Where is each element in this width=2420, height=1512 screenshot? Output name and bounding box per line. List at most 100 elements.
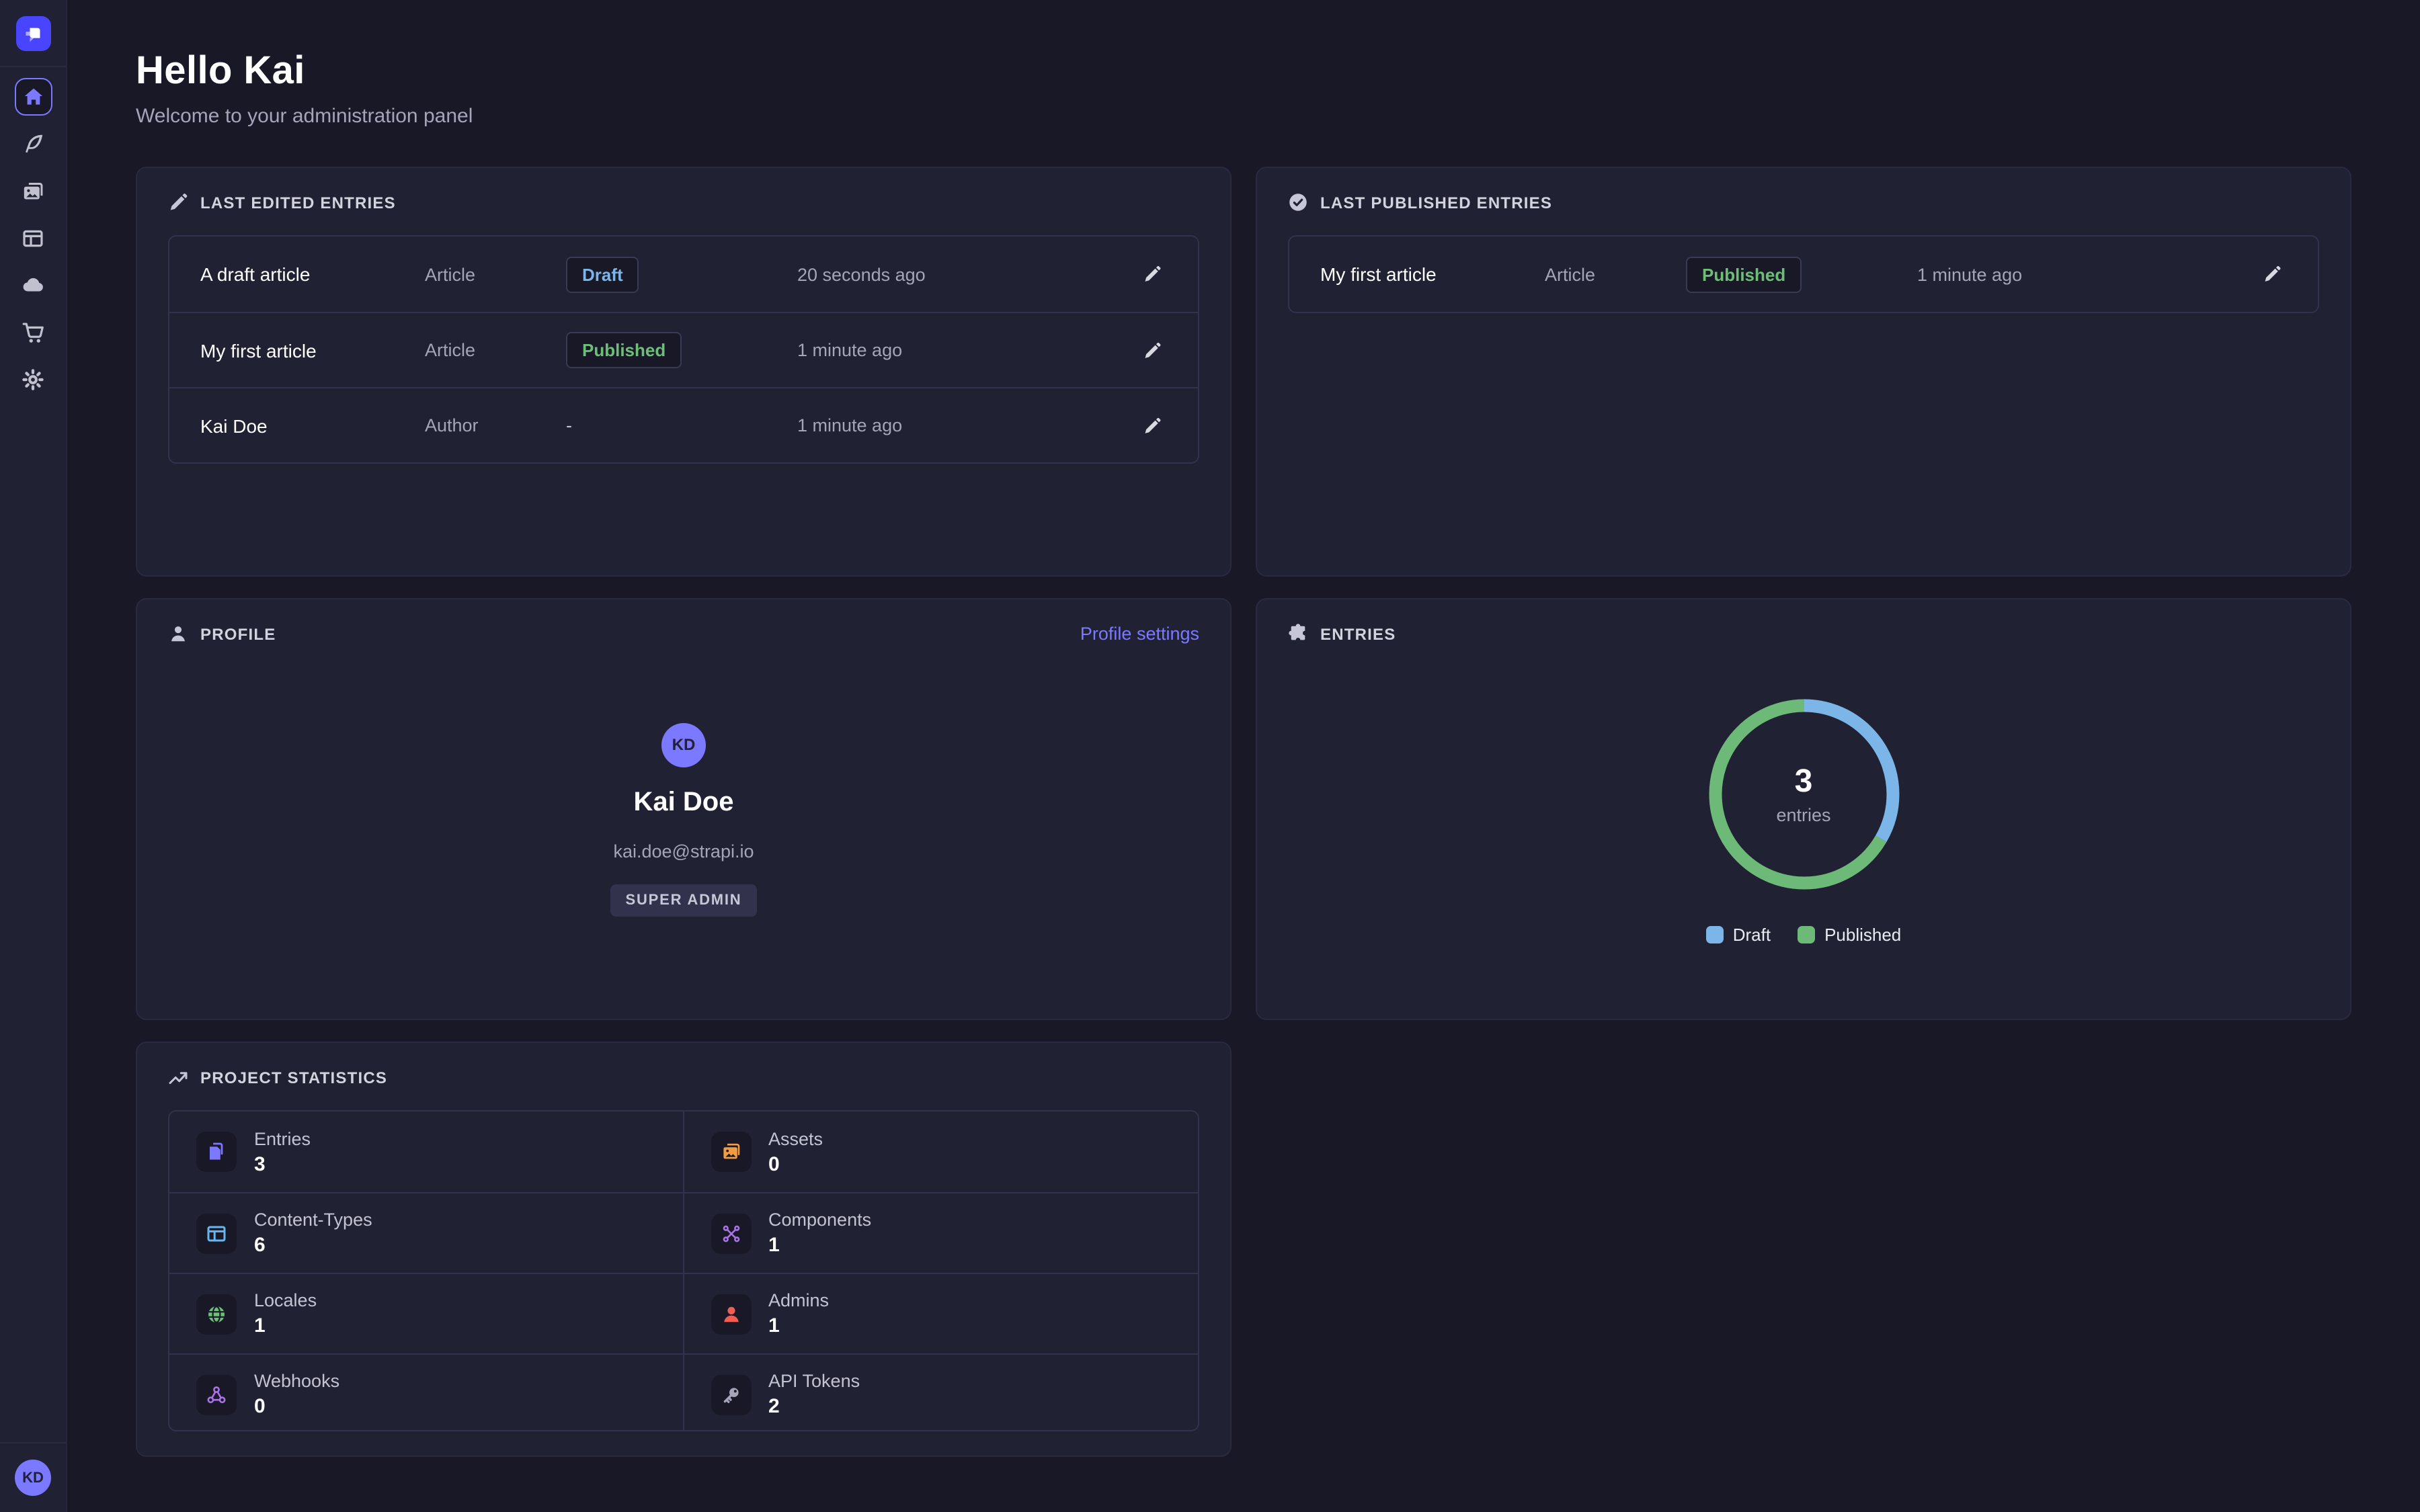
sidebar-item-home[interactable]: [14, 78, 52, 116]
components-icon: [711, 1213, 751, 1253]
layout-icon: [196, 1213, 237, 1253]
pencil-icon: [2263, 265, 2282, 284]
pencil-icon: [1143, 416, 1162, 435]
widget-title: PROFILE: [200, 624, 276, 643]
edit-entry-button[interactable]: [1137, 259, 1167, 289]
image-icon: [711, 1132, 751, 1172]
entry-status-cell: Draft: [566, 256, 797, 292]
stat-text: Components 1: [768, 1210, 871, 1257]
sidebar-item-content-manager[interactable]: [14, 125, 52, 163]
sidebar-nav: [0, 67, 66, 398]
entries-table: My first article Article Published 1 min…: [1288, 235, 2319, 313]
widget-header: LAST PUBLISHED ENTRIES: [1288, 192, 2319, 212]
widget-header: PROFILE Profile settings: [168, 624, 1199, 644]
strapi-admin-dashboard: KD Hello Kai Welcome to your administrat…: [0, 0, 2420, 1512]
content-type-builder-icon: [22, 226, 44, 249]
edit-entry-button[interactable]: [1137, 335, 1167, 365]
entry-type: Article: [425, 264, 566, 284]
strapi-logo-button[interactable]: [15, 16, 50, 51]
profile-widget: PROFILE Profile settings KD Kai Doe kai.…: [136, 598, 1232, 1020]
sidebar-item-deploy[interactable]: [14, 266, 52, 304]
entry-type: Author: [425, 415, 566, 435]
profile-body: KD Kai Doe kai.doe@strapi.io SUPER ADMIN: [168, 644, 1199, 995]
entries-chart-body: 3 entries Draft Published: [1288, 644, 2319, 995]
legend-item-published: Published: [1798, 925, 1901, 945]
legend-item-draft: Draft: [1706, 925, 1771, 945]
trending-up-icon: [168, 1067, 188, 1087]
profile-avatar: KD: [661, 722, 706, 767]
widget-header: PROJECT STATISTICS: [168, 1067, 1199, 1087]
stat-text: Assets 0: [768, 1128, 823, 1175]
settings-gear-icon: [22, 368, 44, 390]
project-statistics-widget: PROJECT STATISTICS Entries 3: [136, 1042, 1232, 1457]
table-row[interactable]: My first article Article Published 1 min…: [169, 312, 1198, 387]
stat-value: 0: [254, 1395, 339, 1418]
stat-text: API Tokens 2: [768, 1371, 860, 1418]
stat-webhooks: Webhooks 0: [169, 1353, 684, 1431]
stat-label: Content-Types: [254, 1210, 372, 1230]
entry-timestamp: 1 minute ago: [797, 340, 1137, 360]
widget-title: ENTRIES: [1320, 624, 1396, 643]
pencil-icon: [1143, 265, 1162, 284]
stat-text: Webhooks 0: [254, 1371, 339, 1418]
page-title: Hello Kai: [136, 50, 2351, 94]
draft-swatch: [1706, 926, 1724, 943]
entries-chart-widget: ENTRIES 3 entries: [1256, 598, 2351, 1020]
table-row[interactable]: My first article Article Published 1 min…: [1289, 237, 2318, 312]
entry-name: Kai Doe: [200, 415, 425, 436]
stat-api-tokens: API Tokens 2: [684, 1353, 1198, 1431]
media-library-icon: [22, 179, 44, 202]
sidebar: KD: [0, 0, 67, 1512]
widget-header: ENTRIES: [1288, 624, 2319, 644]
check-circle-icon: [1288, 192, 1308, 212]
main-content: Hello Kai Welcome to your administration…: [67, 0, 2420, 1512]
stat-label: Webhooks: [254, 1371, 339, 1391]
home-icon: [22, 86, 44, 108]
last-edited-entries-widget: LAST EDITED ENTRIES A draft article Arti…: [136, 167, 1232, 577]
stat-content-types: Content-Types 6: [169, 1192, 684, 1273]
legend-label: Published: [1824, 925, 1901, 945]
stat-value: 0: [768, 1152, 823, 1175]
stat-label: Assets: [768, 1128, 823, 1148]
profile-role-badge: SUPER ADMIN: [611, 884, 757, 916]
donut-chart: 3 entries: [1703, 694, 1904, 895]
table-row[interactable]: Kai Doe Author - 1 minute ago: [169, 387, 1198, 462]
pencil-icon: [1143, 341, 1162, 360]
edit-entry-button[interactable]: [2257, 259, 2287, 289]
widget-title: LAST PUBLISHED ENTRIES: [1320, 193, 1552, 212]
key-icon: [711, 1374, 751, 1415]
stat-text: Admins 1: [768, 1290, 829, 1337]
feather-icon: [22, 133, 44, 155]
stat-label: Entries: [254, 1128, 311, 1148]
entries-count-label: entries: [1776, 805, 1830, 825]
status-badge: Published: [1686, 256, 1802, 292]
admin-user-icon: [711, 1294, 751, 1334]
statistics-table: Entries 3 Assets 0: [168, 1110, 1199, 1431]
profile-settings-link[interactable]: Profile settings: [1080, 624, 1199, 644]
globe-icon: [196, 1294, 237, 1334]
sidebar-user-avatar[interactable]: KD: [15, 1460, 51, 1496]
edit-entry-button[interactable]: [1137, 411, 1167, 440]
sidebar-divider-bottom: [0, 1442, 66, 1443]
entry-name: A draft article: [200, 263, 425, 285]
widget-title: PROJECT STATISTICS: [200, 1068, 387, 1087]
stat-text: Locales 1: [254, 1290, 317, 1337]
entry-type: Article: [1545, 264, 1686, 284]
stat-value: 2: [768, 1395, 860, 1418]
page-subtitle: Welcome to your administration panel: [136, 105, 2351, 128]
cloud-icon: [22, 274, 44, 296]
widget-title: LAST EDITED ENTRIES: [200, 193, 396, 212]
stat-value: 1: [254, 1314, 317, 1337]
stat-components: Components 1: [684, 1192, 1198, 1273]
stat-label: API Tokens: [768, 1371, 860, 1391]
donut-center-text: 3 entries: [1703, 694, 1904, 895]
sidebar-item-marketplace[interactable]: [14, 313, 52, 351]
stat-text: Content-Types 6: [254, 1210, 372, 1257]
entry-name: My first article: [1320, 263, 1545, 285]
sidebar-item-media-library[interactable]: [14, 172, 52, 210]
sidebar-item-content-type-builder[interactable]: [14, 219, 52, 257]
user-icon: [168, 624, 188, 644]
sidebar-item-settings[interactable]: [14, 360, 52, 398]
table-row[interactable]: A draft article Article Draft 20 seconds…: [169, 237, 1198, 312]
status-empty: -: [566, 409, 572, 442]
